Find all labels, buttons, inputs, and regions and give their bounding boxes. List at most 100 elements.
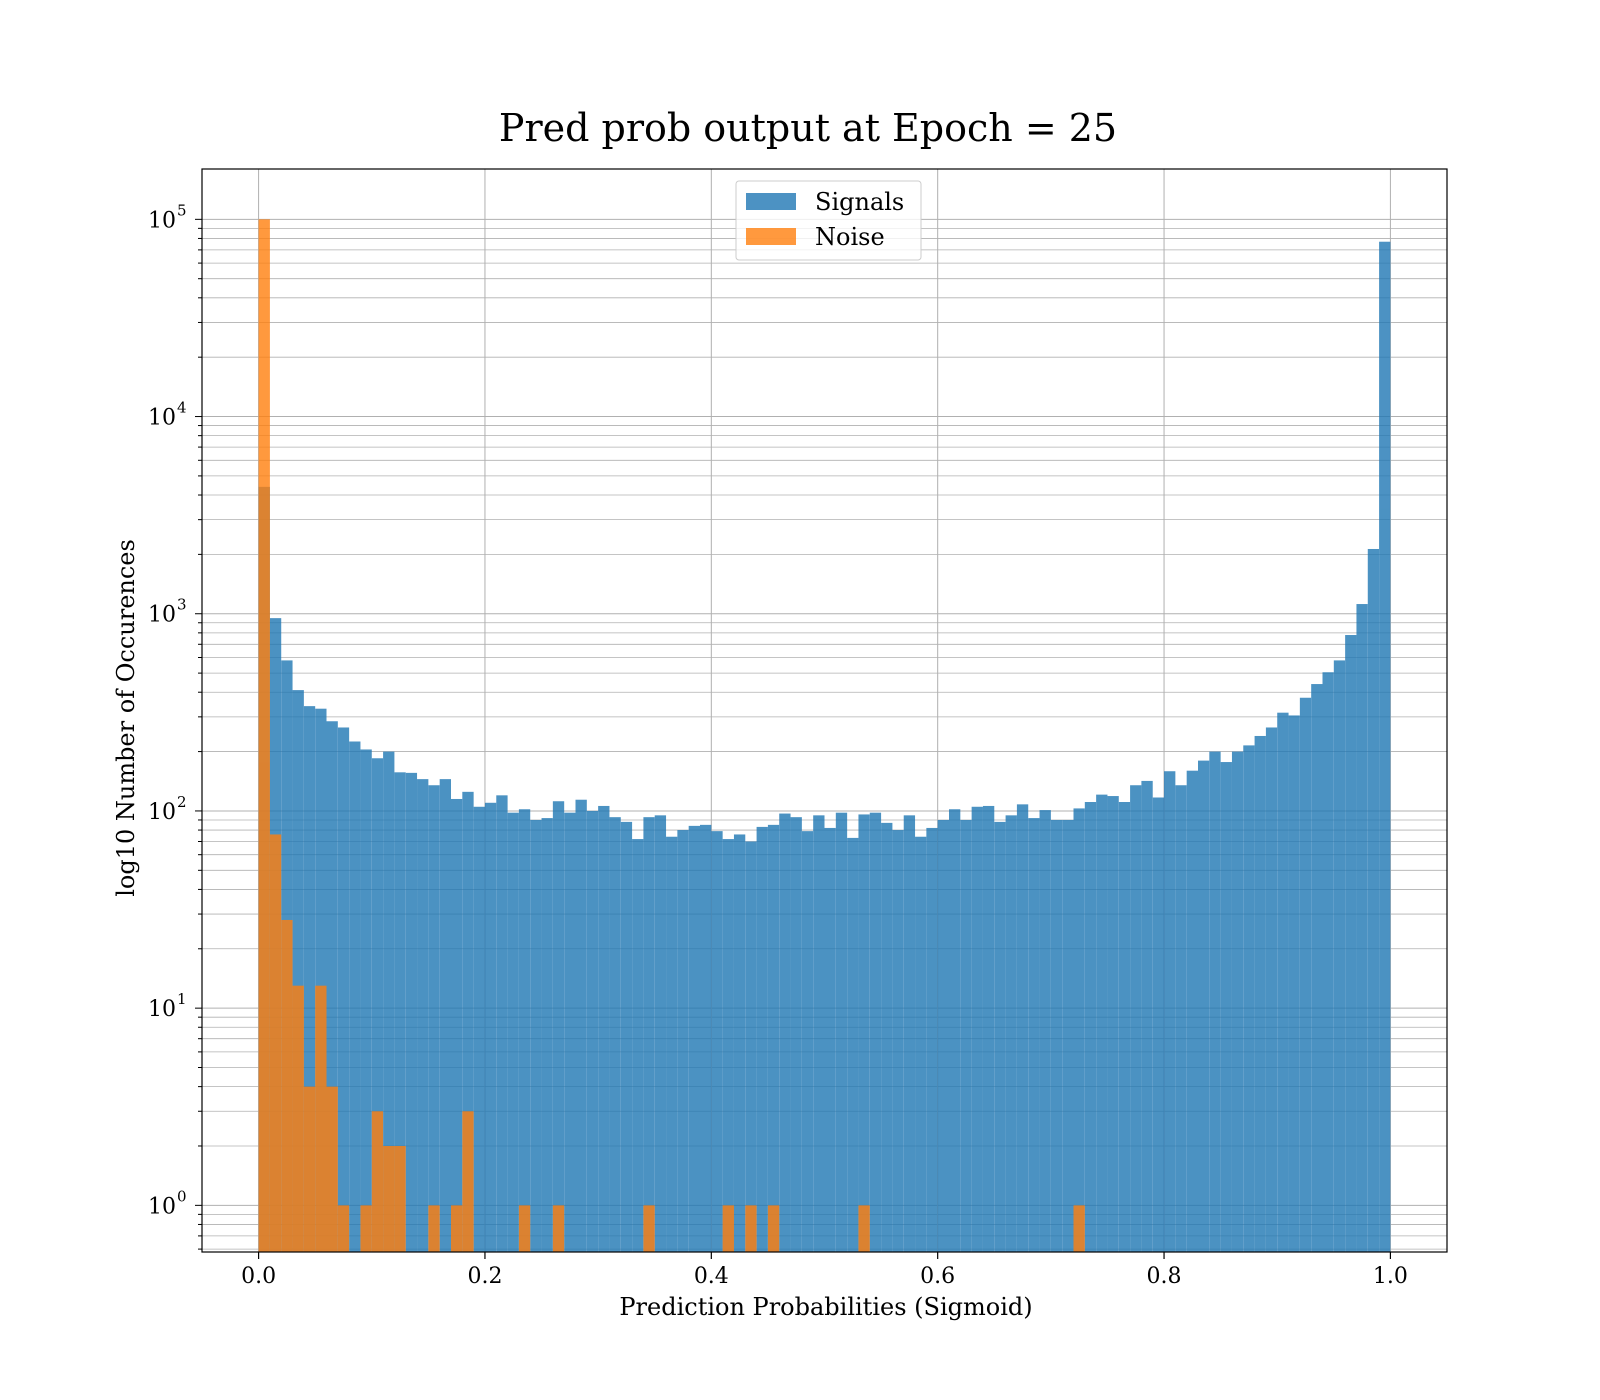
noise-bar (451, 1205, 463, 1252)
noise-bar (326, 1086, 338, 1252)
signals-bar (869, 812, 882, 1252)
signals-bar (1231, 751, 1244, 1252)
signals-bar (801, 831, 814, 1252)
y-tick-exponent: 2 (177, 793, 187, 811)
y-tick-label: 10 (148, 208, 176, 233)
signals-bar (1379, 241, 1391, 1253)
signals-bar (1288, 715, 1300, 1252)
noise-bar (858, 1205, 870, 1252)
signals-bar (1345, 635, 1357, 1252)
signals-bar (1107, 796, 1119, 1252)
signals-bar (1333, 660, 1346, 1252)
noise-bar (552, 1205, 565, 1252)
plot-frame (201, 168, 1448, 1253)
signals-bar (1028, 818, 1040, 1252)
noise-bar (643, 1205, 655, 1252)
noise-bar (269, 834, 282, 1252)
x-tick-label: 0.6 (920, 1264, 955, 1289)
y-tick-label: 10 (148, 603, 176, 628)
signals-bar (1084, 802, 1097, 1252)
signals-bar (1118, 802, 1131, 1252)
noise-bar (428, 1205, 440, 1252)
signals-bar (1254, 735, 1266, 1252)
signals-bar (620, 821, 633, 1252)
noise-bar (281, 919, 293, 1252)
signals-bar (383, 751, 395, 1252)
signals-bar (552, 801, 565, 1252)
signals-bar (994, 821, 1006, 1252)
y-tick-exponent: 5 (177, 201, 187, 219)
noise-bar (383, 1145, 395, 1252)
signals-bar (1164, 771, 1176, 1252)
signals-bar (915, 836, 927, 1252)
signals-bar (1141, 780, 1153, 1252)
signals-bar (292, 690, 304, 1252)
signals-bar (1039, 810, 1051, 1252)
signals-bar (1220, 762, 1232, 1252)
noise-bar (337, 1205, 350, 1252)
signals-bar (937, 819, 949, 1252)
signals-bar (518, 809, 531, 1252)
signals-bar (722, 839, 734, 1252)
signals-bar (1186, 770, 1198, 1252)
signals-bar (1367, 548, 1380, 1252)
signals-bar (1299, 697, 1312, 1252)
signals-bar (303, 706, 316, 1252)
signals-bar (677, 830, 689, 1252)
y-tick-exponent: 4 (177, 399, 187, 417)
signals-bar (892, 830, 904, 1252)
y-tick-label: 10 (148, 997, 176, 1022)
noise-bar (258, 219, 270, 1253)
signals-bar (858, 814, 870, 1252)
signals-bar (326, 721, 338, 1252)
signals-bar (824, 827, 836, 1252)
signals-bar (813, 815, 825, 1252)
x-tick-label: 0.8 (1147, 1264, 1182, 1289)
x-tick-label: 0.2 (467, 1264, 502, 1289)
signals-bar (507, 812, 519, 1252)
signals-bar (767, 824, 780, 1252)
signals-bar (530, 819, 542, 1252)
noise-bar (394, 1145, 406, 1252)
signals-bar (564, 812, 576, 1252)
signals-bar (1198, 760, 1210, 1252)
x-ticks: 0.0 0.2 0.4 0.6 0.8 1.0 (241, 1252, 1408, 1289)
y-tick-label: 10 (148, 800, 176, 825)
legend-label-noise: Noise (815, 223, 885, 251)
legend-swatch-signals (746, 193, 796, 210)
signals-bar (417, 779, 429, 1252)
signals-bar (1175, 785, 1187, 1252)
signals-bar (1050, 819, 1063, 1252)
signals-bar (654, 815, 667, 1252)
noise-bar (722, 1205, 734, 1252)
signals-bar (745, 841, 757, 1252)
signals-bar (926, 827, 938, 1252)
signals-bar (349, 741, 361, 1252)
signals-bar (835, 812, 848, 1252)
legend-label-signals: Signals (815, 188, 904, 216)
noise-bar (745, 1205, 757, 1252)
signals-bar (1016, 804, 1029, 1252)
signals-bar (971, 806, 983, 1252)
y-tick-exponent: 1 (177, 990, 187, 1008)
signals-bar (733, 834, 746, 1252)
noise-bar (360, 1205, 372, 1252)
y-tick-exponent: 0 (177, 1187, 187, 1205)
signals-bar (632, 839, 644, 1252)
signals-bar (711, 831, 723, 1252)
signals-bar (960, 819, 972, 1252)
signals-bar (779, 813, 791, 1252)
signals-bars (258, 241, 1391, 1253)
signals-bar (315, 708, 327, 1252)
signals-bar (1311, 684, 1323, 1252)
signals-bar (1243, 745, 1255, 1252)
signals-bar (1062, 819, 1074, 1252)
noise-bar (371, 1111, 384, 1252)
y-tick-label: 10 (148, 406, 176, 431)
signals-bar (439, 779, 451, 1252)
signals-bar (790, 817, 802, 1252)
signals-bar (1073, 808, 1085, 1252)
signals-bar (496, 795, 508, 1252)
